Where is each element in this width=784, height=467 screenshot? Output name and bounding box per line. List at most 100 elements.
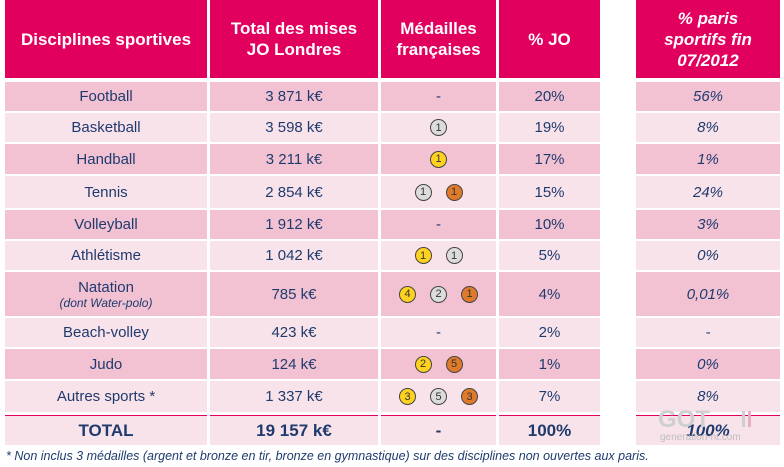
cell-pct-jo: 20% [499, 82, 600, 111]
pct-paris-value: 0% [697, 247, 719, 264]
discipline-wrap: Football [79, 88, 132, 105]
cell-total-label: TOTAL [5, 415, 207, 445]
gold-medal-icon: 3 [399, 388, 416, 405]
cell-mises: 785 k€ [210, 272, 378, 316]
discipline-name: Autres sports * [56, 388, 156, 405]
cell-pct-paris: - [636, 318, 780, 347]
watermark-brand: GOT [658, 406, 710, 433]
discipline-name: Judo [89, 355, 123, 373]
cell-medailles: - [381, 82, 496, 111]
total-mises: 19 157 k€ [256, 420, 332, 440]
mises-value: 124 k€ [271, 355, 317, 373]
silver-medal-icon: 5 [430, 388, 447, 405]
pct-jo-value: 19% [534, 119, 565, 136]
discipline-name: Beach-volley [63, 324, 149, 341]
cell-mises: 3 211 k€ [210, 144, 378, 174]
cell-mises: 3 871 k€ [210, 82, 378, 111]
bronze-medal-icon: 1 [461, 285, 478, 303]
discipline-wrap: Autres sports * [57, 388, 155, 405]
pct-jo-value: 17% [534, 150, 565, 168]
cell-pct-jo: 7% [499, 381, 600, 412]
cell-pct-jo: 17% [499, 144, 600, 174]
pct-paris-value: 8% [697, 119, 719, 136]
cell-discipline: Handball [5, 144, 207, 174]
header-mises: Total des mises JO Londres [210, 0, 378, 78]
cell-total-medailles: - [381, 415, 496, 445]
discipline-wrap: Athlétisme [71, 247, 141, 264]
cell-medailles: - [381, 318, 496, 347]
pct-paris-value: 56% [692, 88, 724, 105]
pct-jo-value: 2% [538, 324, 561, 341]
discipline-name: Natation [78, 278, 134, 296]
total-pct-paris: 100% [686, 420, 730, 440]
discipline-name: Tennis [84, 183, 128, 201]
gold-medal-icon: 4 [399, 285, 416, 303]
discipline-wrap: Handball [76, 151, 135, 168]
cell-pct-jo: 1% [499, 349, 600, 379]
mises-value: 1 912 k€ [265, 216, 323, 233]
cell-pct-jo: 5% [499, 241, 600, 270]
cell-pct-jo: 4% [499, 272, 600, 316]
medailles-none: - [436, 324, 441, 341]
pct-jo-value: 4% [538, 285, 561, 303]
mises-value: 3 211 k€ [265, 150, 323, 168]
cell-discipline: Beach-volley [5, 318, 207, 347]
discipline-wrap: Basketball [71, 119, 140, 136]
silver-medal-icon: 1 [414, 183, 432, 201]
cell-discipline: Volleyball [5, 210, 207, 239]
pct-paris-value: 24% [692, 183, 724, 201]
cell-mises: 423 k€ [210, 318, 378, 347]
discipline-wrap: Tennis [84, 184, 127, 201]
discipline-name: Basketball [71, 119, 141, 136]
header-pct-paris-label: % paris sportifs fin 07/2012 [664, 8, 752, 70]
discipline-name: Handball [76, 150, 136, 168]
discipline-wrap: Natation (dont Water-polo) [60, 279, 153, 310]
cell-pct-paris: 0,01% [636, 272, 780, 316]
silver-medal-icon: 1 [430, 119, 447, 136]
discipline-sub: (dont Water-polo) [59, 295, 153, 310]
total-medailles: - [435, 420, 442, 440]
gold-medal-icon: 1 [430, 150, 447, 168]
mises-value: 3 598 k€ [265, 119, 323, 136]
header-pct-jo-label: % JO [528, 29, 571, 49]
cell-medailles: - [381, 210, 496, 239]
footnote: * Non inclus 3 médailles (argent et bron… [6, 449, 649, 463]
pct-jo-value: 7% [538, 388, 561, 405]
watermark-site: generation-nt.com [660, 432, 741, 443]
cell-discipline: Autres sports * [5, 381, 207, 412]
header-pct-paris: % paris sportifs fin 07/2012 [636, 0, 780, 78]
cell-mises: 1 042 k€ [210, 241, 378, 270]
cell-discipline: Natation (dont Water-polo) [5, 272, 207, 316]
pct-jo-value: 10% [534, 216, 565, 233]
cell-discipline: Basketball [5, 113, 207, 142]
watermark-logo: GOT generation-nt.com [658, 406, 751, 443]
total-label: TOTAL [78, 420, 134, 440]
cell-pct-paris: 1% [636, 144, 780, 174]
total-pct-jo: 100% [527, 420, 572, 440]
gold-medal-icon: 1 [414, 247, 432, 264]
cell-mises: 2 854 k€ [210, 176, 378, 208]
cell-pct-paris: 3% [636, 210, 780, 239]
pct-paris-value: 1% [697, 150, 719, 168]
mises-value: 3 871 k€ [265, 88, 323, 105]
pct-jo-value: 20% [534, 88, 565, 105]
cell-pct-jo: 15% [499, 176, 600, 208]
cell-discipline: Football [5, 82, 207, 111]
cell-pct-jo: 2% [499, 318, 600, 347]
pct-paris-value: - [705, 324, 711, 341]
cell-pct-paris: 56% [636, 82, 780, 111]
pct-jo-value: 1% [538, 355, 561, 373]
header-medailles-label: Médailles françaises [396, 19, 481, 59]
mises-value: 1 042 k€ [265, 247, 323, 264]
cell-pct-paris: 8% [636, 381, 780, 412]
discipline-wrap: Volleyball [74, 216, 137, 233]
header-mises-label: Total des mises JO Londres [230, 19, 358, 59]
cell-medailles: 1 [381, 144, 496, 174]
cell-discipline: Judo [5, 349, 207, 379]
mises-value: 2 854 k€ [265, 183, 323, 201]
cell-discipline: Athlétisme [5, 241, 207, 270]
cell-mises: 1 337 k€ [210, 381, 378, 412]
